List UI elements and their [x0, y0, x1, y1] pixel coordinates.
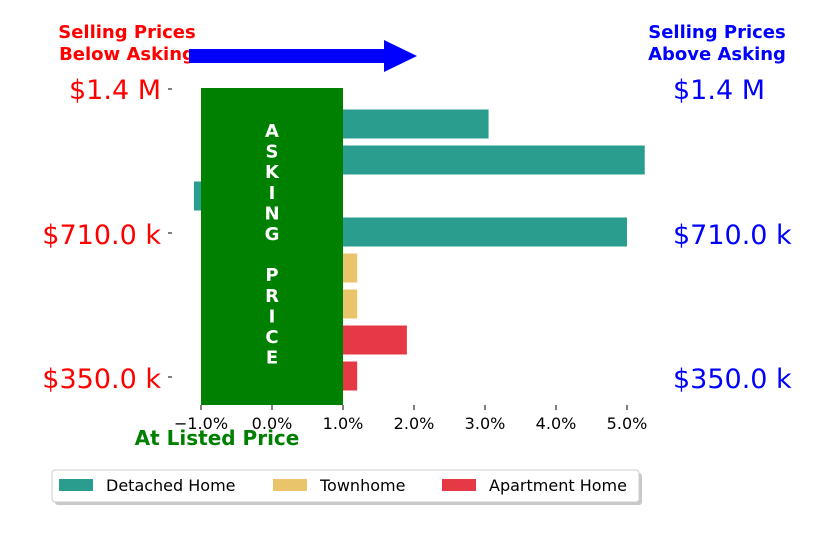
- y-label-right-mid: $710.0 k: [673, 220, 792, 251]
- y-label-right-top: $1.4 M: [673, 75, 765, 106]
- asking-letter: A: [265, 121, 279, 142]
- legend-swatch-detached: [59, 479, 93, 491]
- direction-arrow: [189, 40, 417, 72]
- x-axis: −1.0% 0.0% 1.0% 2.0% 3.0% 4.0% 5.0%: [174, 405, 647, 433]
- asking-letter: K: [265, 162, 280, 183]
- asking-letter: I: [269, 306, 276, 327]
- asking-letter: C: [265, 327, 278, 348]
- asking-letter: R: [265, 286, 279, 307]
- asking-letter: S: [266, 142, 279, 163]
- x-tick-label: 5.0%: [607, 414, 648, 433]
- asking-letter: N: [264, 203, 279, 224]
- legend-label-detached: Detached Home: [106, 476, 236, 495]
- legend: Detached Home Townhome Apartment Home: [51, 469, 642, 505]
- legend-swatch-apartment: [442, 479, 476, 491]
- x-tick-label: −1.0%: [174, 414, 228, 433]
- y-label-left-top: $1.4 M: [69, 75, 161, 106]
- asking-letter: I: [269, 183, 276, 204]
- header-right-line1: Selling Prices: [648, 22, 785, 43]
- legend-label-apartment: Apartment Home: [489, 476, 627, 495]
- legend-box: [51, 469, 640, 503]
- asking-letter: G: [265, 224, 280, 245]
- legend-swatch-townhome: [273, 479, 307, 491]
- asking-price-band: [201, 88, 343, 405]
- y-label-left-bottom: $350.0 k: [42, 364, 161, 395]
- x-tick-label: 1.0%: [323, 414, 364, 433]
- header-left-line2: Below Asking: [59, 44, 195, 65]
- asking-letter: E: [266, 348, 278, 369]
- asking-letter: P: [265, 265, 278, 286]
- x-axis-label: At Listed Price: [135, 426, 300, 450]
- y-label-right-bottom: $350.0 k: [673, 364, 792, 395]
- header-right-line2: Above Asking: [648, 44, 786, 65]
- legend-label-townhome: Townhome: [319, 476, 405, 495]
- x-tick-label: 0.0%: [252, 414, 293, 433]
- header-left-line1: Selling Prices: [58, 22, 195, 43]
- x-tick-label: 3.0%: [465, 414, 506, 433]
- y-label-left-mid: $710.0 k: [42, 220, 161, 251]
- x-tick-label: 4.0%: [536, 414, 577, 433]
- x-tick-label: 2.0%: [394, 414, 435, 433]
